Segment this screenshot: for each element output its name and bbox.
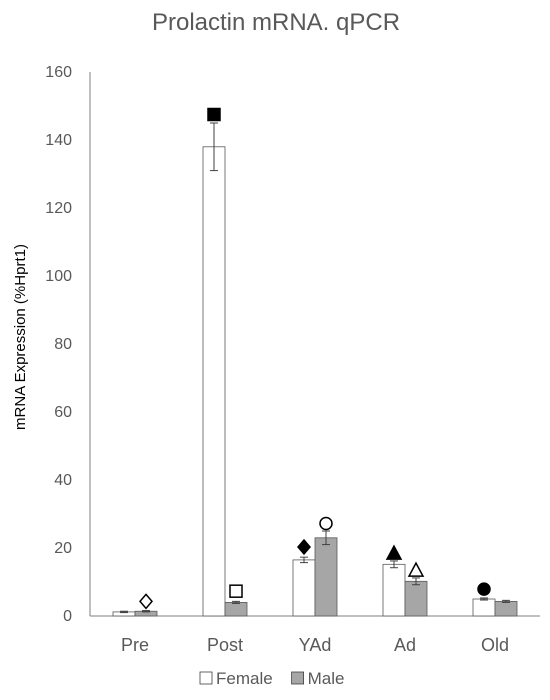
diamond-marker-open xyxy=(139,593,153,610)
y-axis-label: mRNA Expression (%Hprt1) xyxy=(12,244,29,430)
x-tick-label: Pre xyxy=(121,635,149,655)
y-tick-label: 140 xyxy=(45,132,72,149)
axes: 0 20 40 60 80 100 120 140 160 Pre Post YAd Ad Old xyxy=(45,64,540,655)
circle-marker-open xyxy=(319,516,333,531)
triangle-marker-open xyxy=(407,561,425,577)
bar-male-post xyxy=(224,602,248,617)
x-tick-label: Old xyxy=(481,635,509,655)
bar-female-post xyxy=(202,146,226,617)
bars xyxy=(112,122,518,617)
significance-markers xyxy=(139,107,491,610)
bar-female-old xyxy=(472,598,496,617)
x-tick-label: Ad xyxy=(394,635,416,655)
y-tick-label: 160 xyxy=(45,64,72,81)
y-tick-label: 80 xyxy=(54,336,72,353)
bar-male-yad xyxy=(314,537,338,617)
diamond-marker-filled xyxy=(297,538,311,556)
square-marker-open xyxy=(229,584,243,598)
bar-male-ad xyxy=(404,580,428,617)
y-tick-label: 100 xyxy=(45,268,72,285)
legend: Female Male xyxy=(199,669,345,688)
legend-label-male: Male xyxy=(308,669,345,688)
legend-label-female: Female xyxy=(216,669,273,688)
circle-marker-filled xyxy=(477,582,491,596)
y-tick-label: 60 xyxy=(54,404,72,421)
y-tick-label: 20 xyxy=(54,540,72,557)
x-tick-label: Post xyxy=(207,635,243,655)
bar-female-yad xyxy=(292,559,316,617)
square-marker-filled xyxy=(207,107,221,122)
legend-swatch-female xyxy=(199,671,213,685)
bar-female-ad xyxy=(382,563,406,617)
x-tick-label: YAd xyxy=(299,635,332,655)
bar-male-old xyxy=(494,600,518,617)
y-tick-label: 40 xyxy=(54,472,72,489)
y-tick-label: 120 xyxy=(45,200,72,217)
chart-title: Prolactin mRNA. qPCR xyxy=(152,9,400,36)
y-tick-label: 0 xyxy=(63,608,72,625)
legend-swatch-male xyxy=(291,671,305,685)
triangle-marker-filled xyxy=(385,544,403,560)
